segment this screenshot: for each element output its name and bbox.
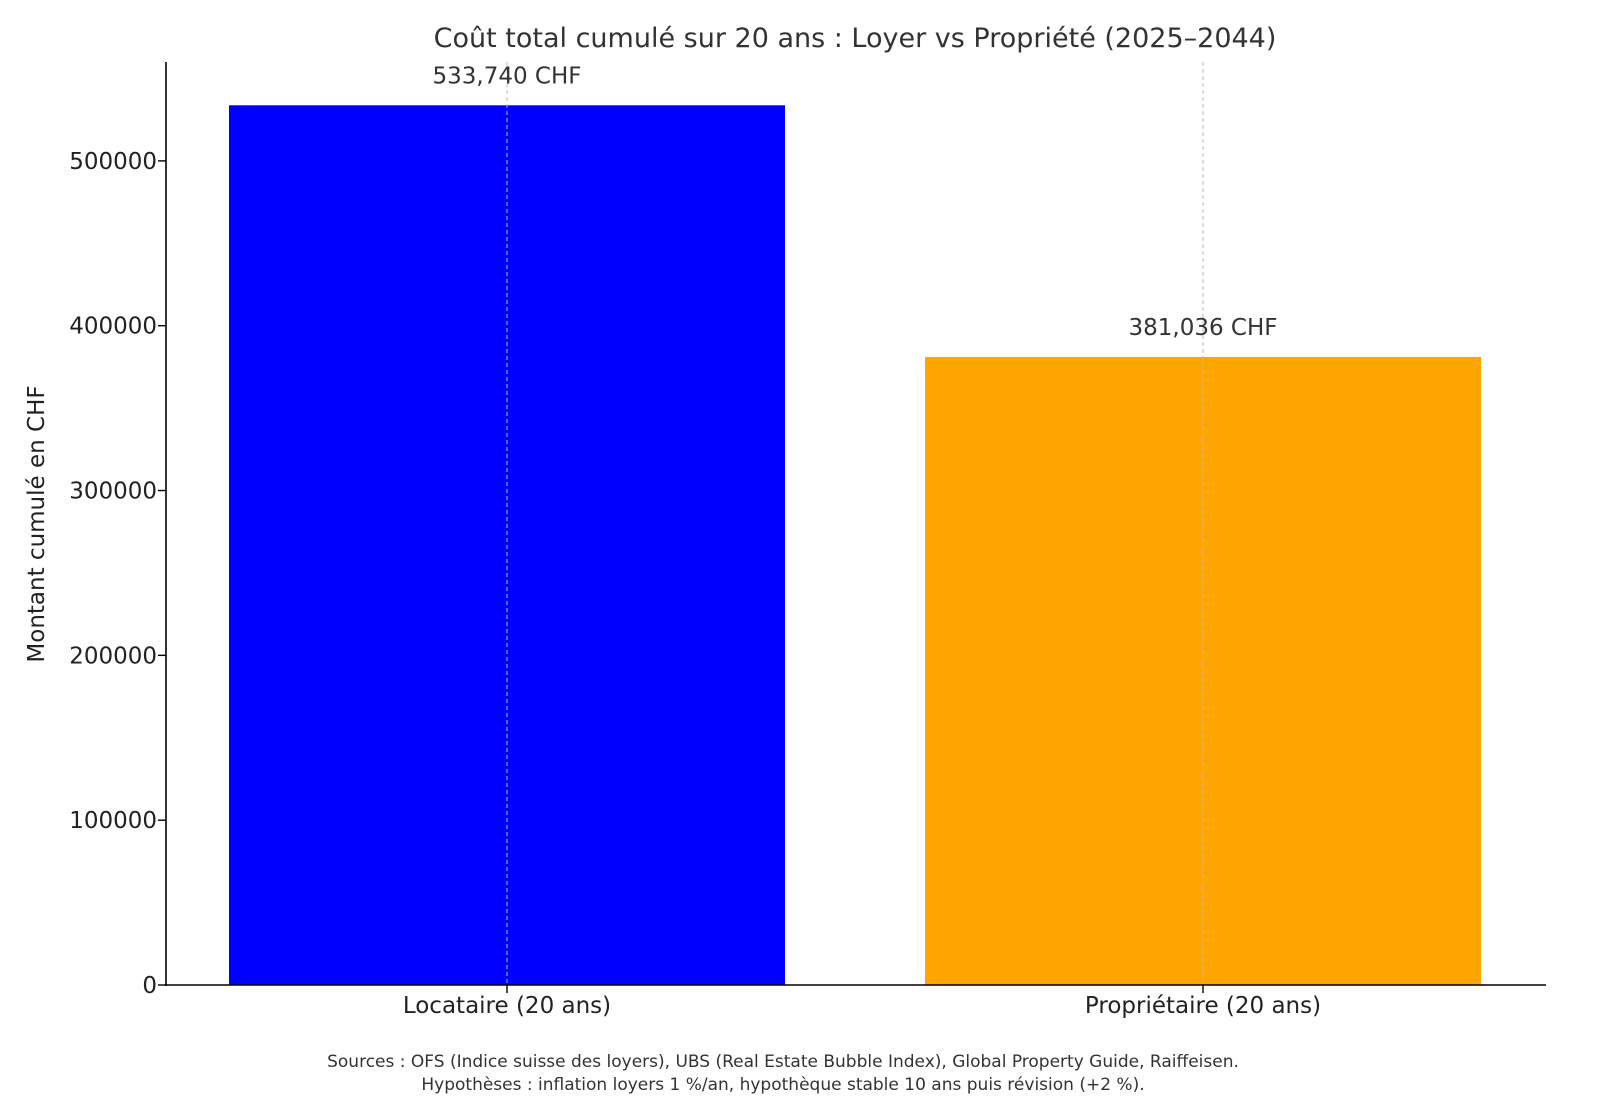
- y-ticks: 0 100000 200000 300000 400000 500000: [69, 149, 166, 999]
- x-tick-label: Propriétaire (20 ans): [1085, 993, 1321, 1019]
- chart-title: Coût total cumulé sur 20 ans : Loyer vs …: [434, 23, 1277, 54]
- bars: [229, 105, 1481, 985]
- y-tick-label: 0: [142, 973, 157, 999]
- y-tick-label: 100000: [69, 808, 157, 834]
- y-tick-label: 300000: [69, 479, 157, 505]
- x-tick-label: Locataire (20 ans): [403, 993, 611, 1019]
- data-label: 381,036 CHF: [1128, 315, 1277, 341]
- y-tick-label: 400000: [69, 314, 157, 340]
- footnote-sources: Sources : OFS (Indice suisse des loyers)…: [327, 1052, 1239, 1072]
- x-ticks: Locataire (20 ans) Propriétaire (20 ans): [403, 985, 1321, 1019]
- data-labels: 533,740 CHF 381,036 CHF: [432, 63, 1277, 341]
- footnote-hypotheses: Hypothèses : inflation loyers 1 %/an, hy…: [421, 1075, 1144, 1095]
- y-axis-label: Montant cumulé en CHF: [24, 385, 50, 662]
- y-tick-label: 200000: [69, 643, 157, 669]
- y-tick-label: 500000: [69, 149, 157, 175]
- data-label: 533,740 CHF: [432, 63, 581, 89]
